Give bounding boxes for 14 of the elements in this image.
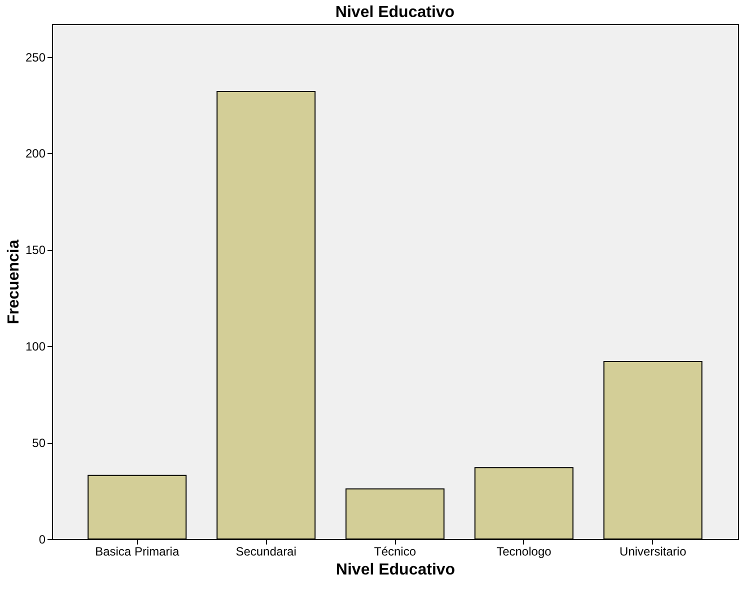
y-tick-label: 50 — [32, 436, 46, 450]
y-tick-label: 0 — [38, 532, 46, 546]
x-tick-label: Tecnologo — [496, 544, 552, 558]
y-axis-title: Frecuencia — [5, 240, 22, 324]
y-tick-label: 200 — [25, 146, 46, 161]
x-tick-label: Secundarai — [236, 544, 296, 558]
y-tick-label: 150 — [25, 243, 46, 258]
chart-title: Nivel Educativo — [335, 4, 455, 21]
x-tick-label: Basica Primaria — [95, 544, 180, 558]
x-tick-label: Universitario — [620, 544, 687, 558]
y-tick-label: 250 — [25, 50, 46, 64]
x-tick-label: Técnico — [374, 544, 416, 558]
x-axis-title: Nivel Educativo — [336, 562, 456, 578]
y-tick-label: 100 — [25, 340, 46, 354]
